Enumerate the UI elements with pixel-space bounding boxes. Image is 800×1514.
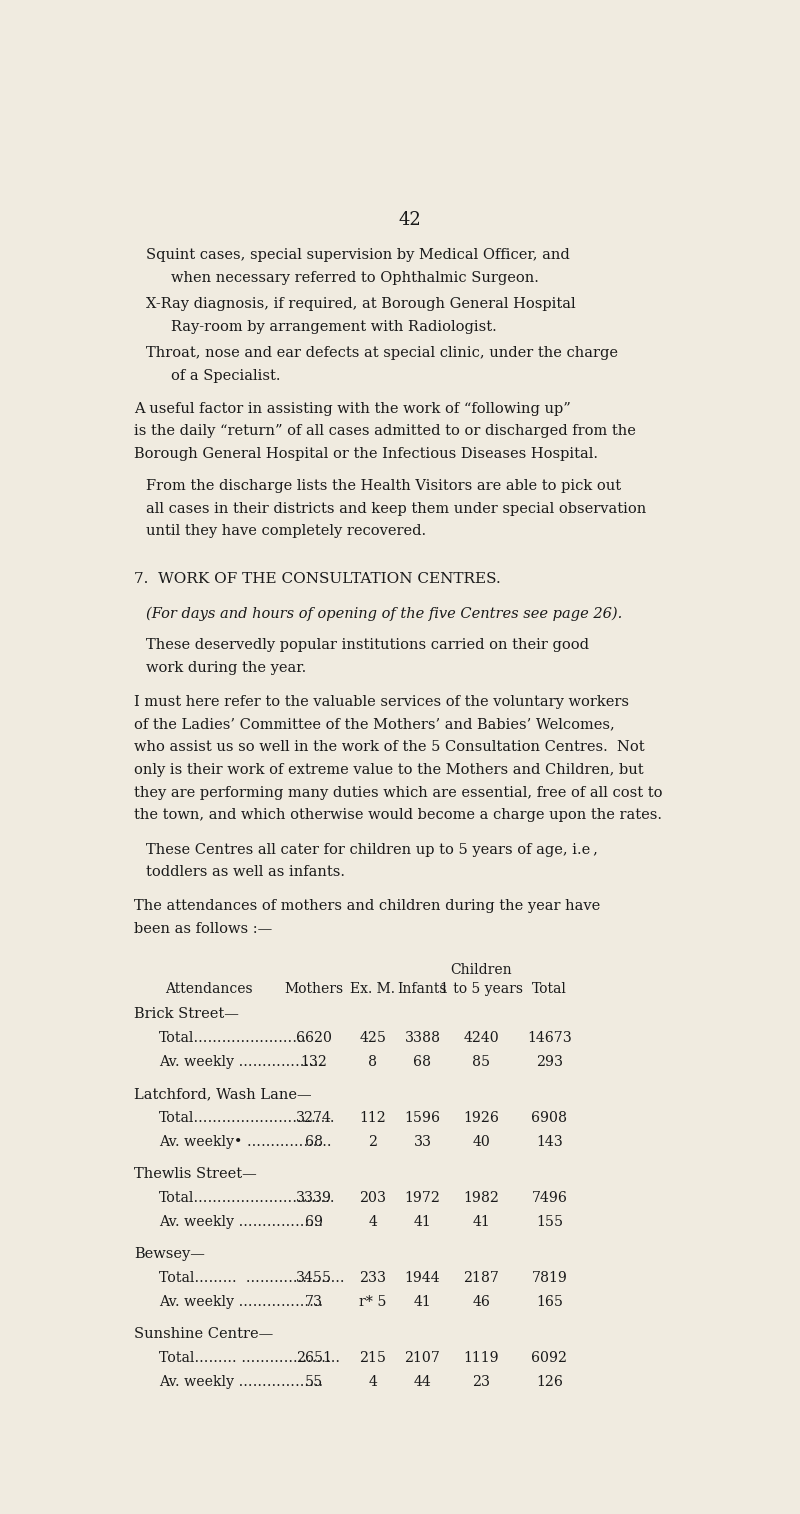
Text: Attendances: Attendances (165, 983, 252, 996)
Text: of the Ladies’ Committee of the Mothers’ and Babies’ Welcomes,: of the Ladies’ Committee of the Mothers’… (134, 718, 615, 731)
Text: 1982: 1982 (463, 1192, 499, 1205)
Text: the town, and which otherwise would become a charge upon the rates.: the town, and which otherwise would beco… (134, 808, 662, 822)
Text: Mothers: Mothers (284, 983, 343, 996)
Text: 6620: 6620 (296, 1031, 332, 1045)
Text: 8: 8 (368, 1055, 378, 1069)
Text: (For days and hours of opening of the five Centres see page 26).: (For days and hours of opening of the fi… (146, 606, 622, 621)
Text: 4: 4 (368, 1216, 378, 1229)
Text: 126: 126 (536, 1375, 563, 1388)
Text: Latchford, Wash Lane—: Latchford, Wash Lane— (134, 1087, 312, 1101)
Text: work during the year.: work during the year. (146, 660, 306, 675)
Text: 69: 69 (305, 1216, 323, 1229)
Text: 6908: 6908 (531, 1111, 567, 1125)
Text: 7819: 7819 (531, 1272, 567, 1285)
Text: 155: 155 (536, 1216, 563, 1229)
Text: 4240: 4240 (463, 1031, 499, 1045)
Text: is the daily “return” of all cases admitted to or discharged from the: is the daily “return” of all cases admit… (134, 424, 636, 439)
Text: 42: 42 (398, 210, 422, 229)
Text: Av. weekly ………………: Av. weekly ……………… (159, 1055, 323, 1069)
Text: Throat, nose and ear defects at special clinic, under the charge: Throat, nose and ear defects at special … (146, 345, 618, 360)
Text: Av. weekly ………………: Av. weekly ……………… (159, 1216, 323, 1229)
Text: r* 5: r* 5 (359, 1294, 386, 1310)
Text: 112: 112 (359, 1111, 386, 1125)
Text: 41: 41 (473, 1216, 490, 1229)
Text: 3339: 3339 (296, 1192, 332, 1205)
Text: 23: 23 (472, 1375, 490, 1388)
Text: all cases in their districts and keep them under special observation: all cases in their districts and keep th… (146, 501, 646, 516)
Text: 3388: 3388 (405, 1031, 441, 1045)
Text: 7.  WORK OF THE CONSULTATION CENTRES.: 7. WORK OF THE CONSULTATION CENTRES. (134, 572, 501, 586)
Text: 3274: 3274 (296, 1111, 332, 1125)
Text: Brick Street—: Brick Street— (134, 1007, 239, 1022)
Text: they are performing many duties which are essential, free of all cost to: they are performing many duties which ar… (134, 786, 662, 799)
Text: only is their work of extreme value to the Mothers and Children, but: only is their work of extreme value to t… (134, 763, 644, 777)
Text: until they have completely recovered.: until they have completely recovered. (146, 524, 426, 539)
Text: A useful factor in assisting with the work of “following up”: A useful factor in assisting with the wo… (134, 401, 571, 415)
Text: 68: 68 (414, 1055, 431, 1069)
Text: 33: 33 (414, 1136, 431, 1149)
Text: The attendances of mothers and children during the year have: The attendances of mothers and children … (134, 899, 600, 913)
Text: Total: Total (532, 983, 567, 996)
Text: 215: 215 (359, 1350, 386, 1366)
Text: 46: 46 (472, 1294, 490, 1310)
Text: 7496: 7496 (531, 1192, 567, 1205)
Text: 1 to 5 years: 1 to 5 years (440, 983, 523, 996)
Text: of a Specialist.: of a Specialist. (171, 368, 281, 383)
Text: 68: 68 (305, 1136, 323, 1149)
Text: 14673: 14673 (527, 1031, 572, 1045)
Text: 1944: 1944 (405, 1272, 440, 1285)
Text: 2: 2 (368, 1136, 378, 1149)
Text: Thewlis Street—: Thewlis Street— (134, 1167, 257, 1181)
Text: 44: 44 (414, 1375, 431, 1388)
Text: Sunshine Centre—: Sunshine Centre— (134, 1328, 274, 1341)
Text: been as follows :—: been as follows :— (134, 922, 272, 936)
Text: 2107: 2107 (405, 1350, 440, 1366)
Text: when necessary referred to Ophthalmic Surgeon.: when necessary referred to Ophthalmic Su… (171, 271, 539, 285)
Text: Total……………………: Total…………………… (159, 1031, 307, 1045)
Text: 233: 233 (359, 1272, 386, 1285)
Text: Av. weekly ………………: Av. weekly ……………… (159, 1375, 323, 1388)
Text: Infants: Infants (398, 983, 447, 996)
Text: 143: 143 (536, 1136, 563, 1149)
Text: These deservedly popular institutions carried on their good: These deservedly popular institutions ca… (146, 637, 590, 653)
Text: 73: 73 (305, 1294, 323, 1310)
Text: Borough General Hospital or the Infectious Diseases Hospital.: Borough General Hospital or the Infectio… (134, 447, 598, 462)
Text: X-Ray diagnosis, if required, at Borough General Hospital: X-Ray diagnosis, if required, at Borough… (146, 297, 576, 310)
Text: 6092: 6092 (531, 1350, 567, 1366)
Text: 293: 293 (536, 1055, 563, 1069)
Text: Total…………………………: Total………………………… (159, 1192, 335, 1205)
Text: 203: 203 (359, 1192, 386, 1205)
Text: who assist us so well in the work of the 5 Consultation Centres.  Not: who assist us so well in the work of the… (134, 740, 645, 754)
Text: 41: 41 (414, 1294, 431, 1310)
Text: 3455: 3455 (296, 1272, 332, 1285)
Text: 425: 425 (359, 1031, 386, 1045)
Text: 1596: 1596 (405, 1111, 441, 1125)
Text: Total……… …………………: Total……… ………………… (159, 1350, 340, 1366)
Text: I must here refer to the valuable services of the voluntary workers: I must here refer to the valuable servic… (134, 695, 629, 709)
Text: 4: 4 (368, 1375, 378, 1388)
Text: These Centres all cater for children up to 5 years of age, i.e ,: These Centres all cater for children up … (146, 843, 598, 857)
Text: Children: Children (450, 963, 512, 977)
Text: 55: 55 (305, 1375, 323, 1388)
Text: 2651: 2651 (296, 1350, 332, 1366)
Text: Ray-room by arrangement with Radiologist.: Ray-room by arrangement with Radiologist… (171, 319, 497, 333)
Text: 165: 165 (536, 1294, 563, 1310)
Text: Total………  …………………: Total……… ………………… (159, 1272, 345, 1285)
Text: Squint cases, special supervision by Medical Officer, and: Squint cases, special supervision by Med… (146, 248, 570, 262)
Text: 85: 85 (472, 1055, 490, 1069)
Text: Av. weekly ………………: Av. weekly ……………… (159, 1294, 323, 1310)
Text: 40: 40 (472, 1136, 490, 1149)
Text: From the discharge lists the Health Visitors are able to pick out: From the discharge lists the Health Visi… (146, 478, 622, 494)
Text: Total…………………………: Total………………………… (159, 1111, 335, 1125)
Text: toddlers as well as infants.: toddlers as well as infants. (146, 866, 346, 880)
Text: Bewsey—: Bewsey— (134, 1248, 205, 1261)
Text: 41: 41 (414, 1216, 431, 1229)
Text: Av. weekly• ………………: Av. weekly• ……………… (159, 1136, 331, 1149)
Text: 2187: 2187 (463, 1272, 499, 1285)
Text: 1972: 1972 (405, 1192, 440, 1205)
Text: 132: 132 (301, 1055, 327, 1069)
Text: 1926: 1926 (463, 1111, 499, 1125)
Text: Ex. M.: Ex. M. (350, 983, 395, 996)
Text: 1119: 1119 (463, 1350, 499, 1366)
